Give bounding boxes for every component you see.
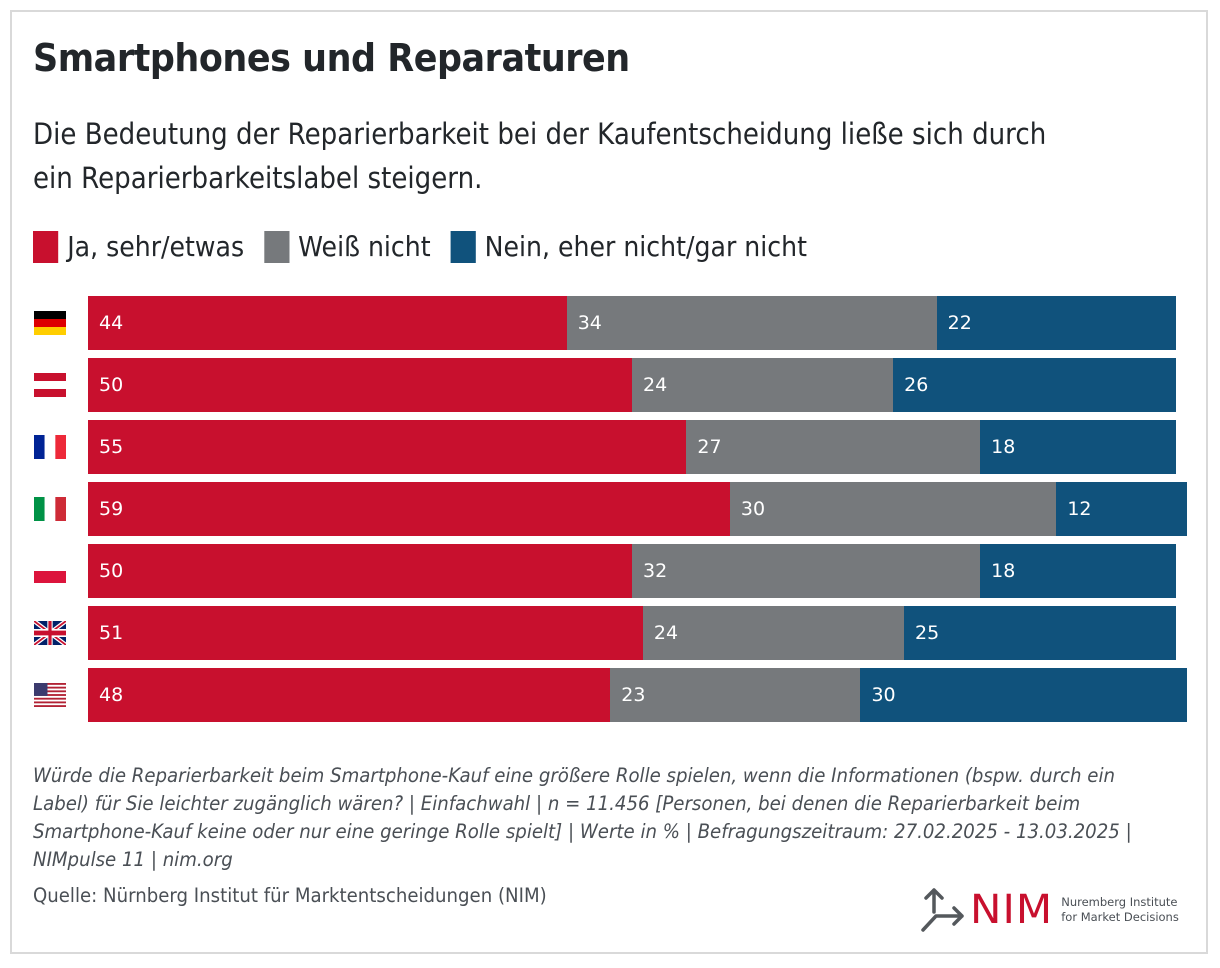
flag-gb-icon xyxy=(33,618,67,648)
bar-segment xyxy=(642,606,904,660)
bar-segment xyxy=(936,296,1176,350)
flag-us-icon xyxy=(34,683,66,707)
data-label: 12 xyxy=(1067,498,1092,520)
data-label: 30 xyxy=(871,684,896,706)
bar-segment xyxy=(88,482,730,536)
arrows-icon xyxy=(921,888,964,932)
bar-segment xyxy=(88,668,611,722)
bar-segment xyxy=(88,606,643,660)
bar-segment xyxy=(893,358,1176,412)
data-label: 30 xyxy=(740,498,766,520)
logo-tagline-line1: Nuremberg Institute xyxy=(1061,895,1178,909)
flag-at-icon xyxy=(34,373,66,397)
bar-segment xyxy=(88,358,632,412)
flag-it-icon xyxy=(34,497,66,521)
bar-segment xyxy=(1056,482,1187,536)
bar-segment xyxy=(980,420,1176,474)
legend-label-no: Nein, eher nicht/gar nicht xyxy=(484,230,807,263)
data-label: 22 xyxy=(947,312,972,334)
data-label: 50 xyxy=(99,560,124,582)
data-label: 24 xyxy=(643,374,668,396)
data-label: 44 xyxy=(99,312,124,334)
legend-item-no: Nein, eher nicht/gar nicht xyxy=(450,230,807,263)
legend-swatch-no xyxy=(450,230,476,263)
data-label: 59 xyxy=(99,498,124,520)
data-label: 18 xyxy=(991,560,1016,582)
flag-de-icon xyxy=(34,311,66,335)
footnote: Würde die Reparierbarkeit beim Smartphon… xyxy=(33,764,1132,871)
flag-pl-icon xyxy=(34,559,66,583)
data-label: 26 xyxy=(904,374,929,396)
chart-title: Smartphones und Reparaturen xyxy=(33,36,630,80)
data-label: 23 xyxy=(621,684,646,706)
data-label: 34 xyxy=(577,312,602,334)
bar-segment xyxy=(729,482,1057,536)
bar-segment xyxy=(632,358,894,412)
legend-item-yes: Ja, sehr/etwas xyxy=(33,230,244,263)
data-label: 51 xyxy=(99,622,124,644)
bar-segment xyxy=(88,296,567,350)
logo-tagline-line2: for Market Decisions xyxy=(1061,910,1179,924)
legend-label-yes: Ja, sehr/etwas xyxy=(67,230,245,263)
nim-logo: NIM Nuremberg Institute for Market Decis… xyxy=(920,884,1190,936)
bar-segment xyxy=(88,420,687,474)
data-label: 18 xyxy=(991,436,1016,458)
legend-swatch-yes xyxy=(33,230,59,263)
data-label: 32 xyxy=(643,560,668,582)
data-label: 55 xyxy=(99,436,124,458)
legend: Ja, sehr/etwas Weiß nicht Nein, eher nic… xyxy=(33,230,827,263)
data-label: 24 xyxy=(653,622,679,644)
bar-segment xyxy=(686,420,981,474)
bar-segment xyxy=(904,606,1176,660)
legend-item-unknown: Weiß nicht xyxy=(263,230,431,263)
data-label: 50 xyxy=(99,374,124,396)
bar-segment xyxy=(980,544,1176,598)
chart-frame xyxy=(10,10,1208,954)
chart-subtitle: Die Bedeutung der Reparierbarkeit bei de… xyxy=(33,117,1047,195)
data-label: 25 xyxy=(915,622,940,644)
data-label: 48 xyxy=(99,684,124,706)
bar-segment xyxy=(88,544,632,598)
flag-fr-icon xyxy=(34,435,66,459)
legend-label-unknown: Weiß nicht xyxy=(298,230,431,263)
bar-segment xyxy=(860,668,1187,722)
bar-segment xyxy=(632,544,981,598)
logo-wordmark: NIM xyxy=(970,887,1054,933)
legend-swatch-unknown xyxy=(263,230,290,263)
bar-segment xyxy=(610,668,861,722)
source-line: Quelle: Nürnberg Institut für Marktentsc… xyxy=(33,884,547,907)
data-label: 27 xyxy=(697,436,722,458)
bar-segment xyxy=(566,296,937,350)
logo-tagline: Nuremberg Institute for Market Decisions xyxy=(1061,895,1179,925)
